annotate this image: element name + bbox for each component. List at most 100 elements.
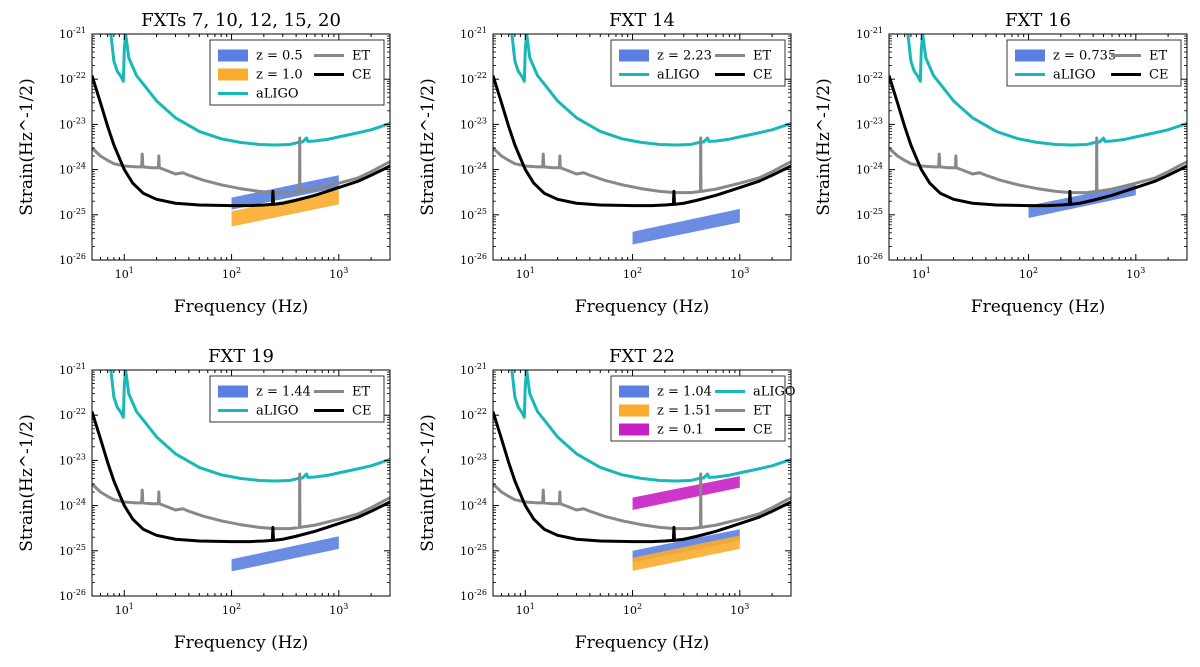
band-z01 (632, 476, 740, 510)
legend-label: z = 0.1 (657, 423, 704, 438)
y-tick-label: 10-25 (59, 543, 86, 558)
y-tick-label: 10-23 (460, 452, 487, 467)
panel-1: FXTs 7, 10, 12, 15, 20 101 102 103 10-21 10-2… (17, 10, 391, 317)
panel-title: FXT 16 (1005, 10, 1071, 31)
y-tick-label: 10-23 (856, 116, 883, 131)
legend-label: ET (352, 385, 370, 400)
aligo-curve (510, 370, 791, 483)
panel-title: FXTs 7, 10, 12, 15, 20 (141, 10, 341, 31)
panel-4: FXT 19 101 102 103 10-21 10-22 10-23 10-24 10-25… (17, 346, 391, 653)
ce-curve (92, 411, 390, 544)
et-curve (889, 136, 1187, 195)
aligo-curve (109, 370, 390, 483)
y-tick-label: 10-24 (460, 498, 487, 513)
y-tick-label: 10-21 (59, 26, 86, 41)
x-tick-label: 102 (623, 602, 642, 617)
legend-label: ET (753, 49, 771, 64)
legend-label: aLIGO (256, 87, 299, 102)
y-tick-label: 10-23 (59, 452, 86, 467)
legend-label: CE (1149, 68, 1168, 83)
legend-label: aLIGO (1053, 68, 1096, 83)
y-axis-label: Strain(Hz^-1/2) (17, 414, 37, 552)
legend-label: aLIGO (657, 68, 700, 83)
legend-label: z = 0.735 (1053, 49, 1116, 64)
y-tick-label: 10-26 (59, 252, 86, 267)
band-z151 (632, 535, 740, 571)
panel-3: FXT 16 101 102 103 10-21 10-22 10-23 10-24 10-25… (814, 10, 1188, 317)
y-tick-label: 10-25 (460, 207, 487, 222)
legend-label: z = 1.0 (256, 68, 303, 83)
legend-swatch (619, 423, 649, 436)
legend-swatch (218, 68, 248, 81)
y-tick-label: 10-22 (460, 71, 487, 86)
y-tick-label: 10-26 (856, 252, 883, 267)
y-tick-label: 10-22 (460, 407, 487, 422)
legend-label: z = 0.5 (256, 49, 303, 64)
y-tick-label: 10-23 (59, 116, 86, 131)
aligo-curve (109, 34, 390, 147)
x-axis-label: Frequency (Hz) (575, 297, 709, 317)
x-axis-label: Frequency (Hz) (971, 297, 1105, 317)
ce-curve (493, 75, 791, 208)
legend: z = 1.04 aLIGO z = 1.51 ET z = 0.1 CE (610, 375, 796, 442)
y-tick-label: 10-25 (460, 543, 487, 558)
legend-swatch (619, 49, 649, 62)
panels: FXTs 7, 10, 12, 15, 20 101 102 103 10-21 10-2… (17, 10, 1188, 653)
plot-area (493, 34, 791, 245)
et-curve (92, 472, 390, 531)
x-tick-label: 101 (516, 602, 535, 617)
x-tick-label: 101 (516, 266, 535, 281)
x-axis-label: Frequency (Hz) (174, 633, 308, 653)
axes-frame (91, 33, 391, 261)
band-z144 (231, 536, 339, 572)
x-axis: 101 102 103 (91, 370, 391, 617)
y-tick-label: 10-23 (460, 116, 487, 131)
legend: z = 0.5 ET z = 1.0 CE aLIGO (209, 39, 385, 106)
y-tick-label: 10-21 (856, 26, 883, 41)
y-tick-label: 10-24 (460, 162, 487, 177)
y-tick-label: 10-21 (460, 362, 487, 377)
y-tick-label: 10-21 (59, 362, 86, 377)
legend-label: CE (753, 423, 772, 438)
x-tick-label: 102 (222, 266, 241, 281)
x-tick-label: 103 (329, 266, 348, 281)
y-axis-label: Strain(Hz^-1/2) (418, 414, 438, 552)
legend-label: aLIGO (256, 404, 299, 419)
legend-box (1006, 39, 1182, 87)
ce-curve (889, 75, 1187, 208)
y-tick-label: 10-24 (59, 498, 86, 513)
y-tick-label: 10-26 (460, 588, 487, 603)
legend-swatch (218, 385, 248, 398)
y-tick-label: 10-21 (460, 26, 487, 41)
et-curve (493, 136, 791, 195)
y-tick-label: 10-26 (460, 252, 487, 267)
panel-title: FXT 19 (208, 346, 274, 367)
ce-curve (92, 75, 390, 208)
x-axis: 101 102 103 (492, 370, 792, 617)
panel-title: FXT 14 (609, 10, 675, 31)
y-axis-label: Strain(Hz^-1/2) (418, 78, 438, 216)
axes-frame (492, 369, 792, 597)
x-tick-label: 102 (222, 602, 241, 617)
aligo-curve (510, 34, 791, 147)
x-tick-label: 103 (329, 602, 348, 617)
x-axis-label: Frequency (Hz) (174, 297, 308, 317)
legend-swatch (619, 385, 649, 398)
x-tick-label: 103 (730, 602, 749, 617)
legend-swatch (218, 49, 248, 62)
legend-label: z = 1.04 (657, 385, 712, 400)
legend-label: z = 1.44 (256, 385, 311, 400)
legend-box (610, 39, 786, 87)
band-z10 (231, 189, 339, 227)
plot-area (92, 34, 390, 227)
axes-frame (492, 33, 792, 261)
y-tick-label: 10-22 (856, 71, 883, 86)
y-tick-label: 10-24 (856, 162, 883, 177)
x-tick-label: 101 (115, 266, 134, 281)
plot-area (92, 370, 390, 572)
legend: z = 2.23 ET aLIGO CE (610, 39, 786, 87)
y-tick-label: 10-25 (856, 207, 883, 222)
legend-label: CE (753, 68, 772, 83)
y-axis: 10-21 10-22 10-23 10-24 10-25 10-26 (59, 362, 390, 603)
